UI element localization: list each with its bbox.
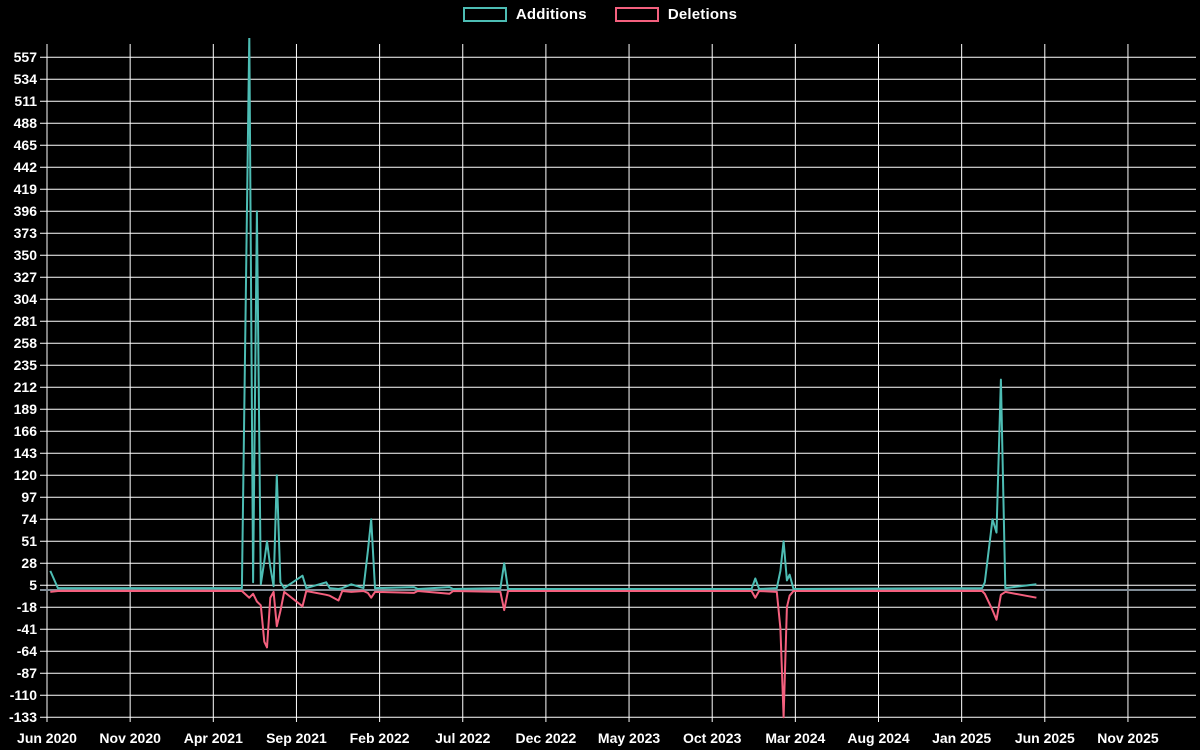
y-tick-label: 189 [14,401,38,417]
x-tick-label: Apr 2021 [184,730,243,746]
y-tick-label: 327 [14,269,38,285]
y-tick-label: -133 [9,709,37,725]
y-tick-label: -110 [10,687,37,703]
legend-item-additions[interactable]: Additions [462,6,587,23]
x-tick-label: Dec 2022 [516,730,577,746]
y-tick-label: 534 [14,71,38,87]
legend-additions-label: Additions [515,6,587,23]
x-tick-label: Jan 2025 [932,730,991,746]
x-tick-label: May 2023 [598,730,660,746]
y-tick-label: 281 [14,313,38,329]
y-tick-label: 350 [14,247,38,263]
y-tick-label: 373 [14,225,38,241]
additions-swatch-icon [462,7,507,22]
legend-deletions-label: Deletions [667,6,738,23]
x-tick-label: Feb 2022 [350,730,410,746]
y-tick-label: -64 [17,643,37,659]
y-tick-label: 511 [14,93,37,109]
x-tick-label: Aug 2024 [847,730,909,746]
x-tick-label: Nov 2020 [99,730,161,746]
y-tick-label: -41 [17,621,37,637]
x-tick-label: Sep 2021 [266,730,327,746]
y-tick-label: 74 [21,511,37,527]
y-tick-label: 212 [14,379,38,395]
y-tick-label: 304 [14,291,38,307]
x-tick-label: Jun 2020 [17,730,77,746]
x-tick-label: Nov 2025 [1097,730,1159,746]
y-tick-label: 557 [14,49,38,65]
x-tick-label: Jun 2025 [1015,730,1075,746]
legend-item-deletions[interactable]: Deletions [614,6,738,23]
x-tick-label: Oct 2023 [683,730,742,746]
y-tick-label: -18 [17,599,37,615]
x-tick-label: Mar 2024 [765,730,825,746]
y-tick-label: -87 [17,665,37,681]
y-tick-label: 488 [14,115,38,131]
y-tick-label: 442 [14,159,38,175]
y-tick-label: 5 [29,577,37,593]
y-tick-label: 258 [14,335,38,351]
additions-line [49,38,1037,590]
chart-legend: Additions Deletions [0,6,1200,23]
y-tick-label: 97 [21,489,37,505]
y-tick-label: 235 [14,357,38,373]
y-tick-label: 120 [14,467,38,483]
y-tick-label: 143 [14,445,38,461]
y-tick-label: 166 [14,423,38,439]
y-tick-label: 51 [21,533,37,549]
y-tick-label: 465 [14,137,38,153]
y-tick-label: 396 [14,203,38,219]
y-tick-label: 419 [14,181,38,197]
deletions-line [50,590,1037,719]
y-tick-label: 28 [21,555,37,571]
x-tick-label: Jul 2022 [435,730,490,746]
deletions-swatch-icon [614,7,659,22]
